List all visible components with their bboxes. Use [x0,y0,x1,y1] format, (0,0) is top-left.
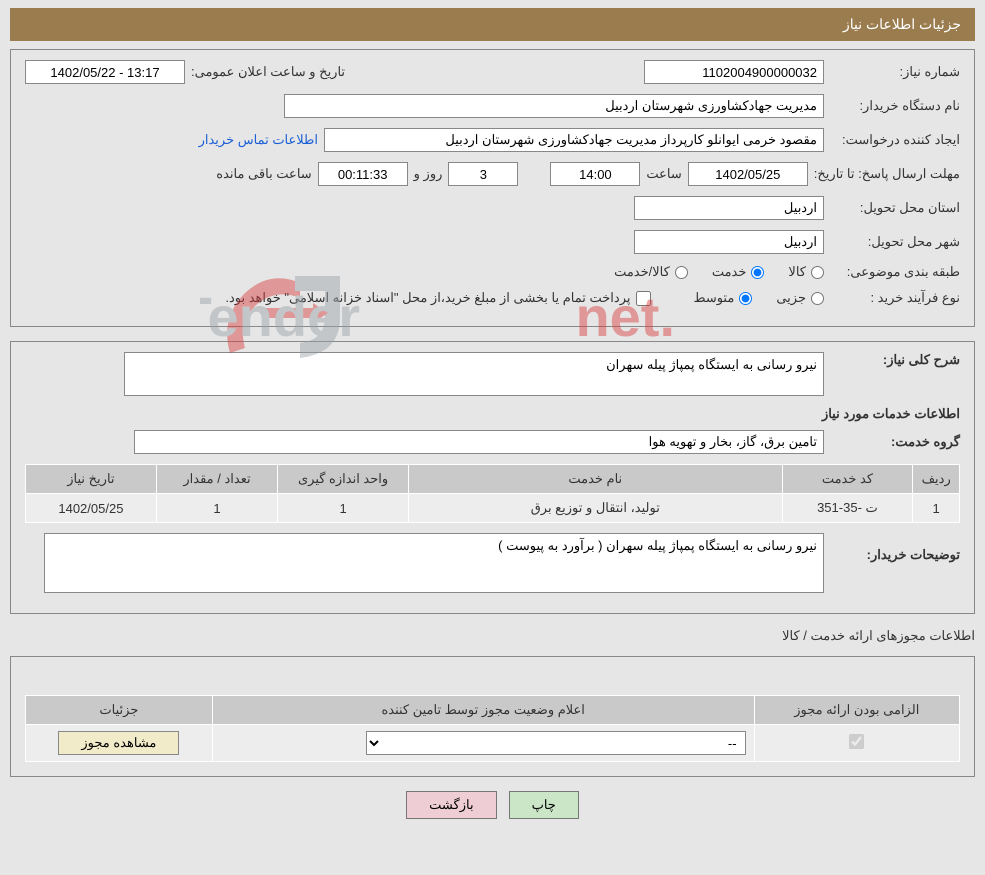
textarea-general-desc[interactable] [124,352,824,396]
table-header-cell: اعلام وضعیت مجوز توسط تامین کننده [212,696,754,725]
label-city: شهر محل تحویل: [830,234,960,250]
heading-services-info: اطلاعات خدمات مورد نیاز [25,406,960,422]
table-cell: تولید، انتقال و توزیع برق [408,494,782,523]
radio-service[interactable] [751,266,764,279]
label-service-group: گروه خدمت: [830,434,960,450]
table-header-cell: جزئیات [26,696,213,725]
label-remaining: ساعت باقی مانده [216,166,311,182]
label-announce: تاریخ و ساعت اعلان عمومی: [191,64,345,80]
input-days-remaining[interactable] [448,162,518,186]
label-requester: ایجاد کننده درخواست: [830,132,960,148]
table-row: -- مشاهده مجوز [26,725,960,762]
panel-service-details: شرح کلی نیاز: اطلاعات خدمات مورد نیاز گر… [10,341,975,614]
input-buyer-org[interactable] [284,94,824,118]
footer-buttons: چاپ بازگشت [10,791,975,819]
input-deadline-date[interactable] [688,162,808,186]
label-buyer-notes: توضیحات خریدار: [830,533,960,563]
input-need-no[interactable] [644,60,824,84]
checkbox-license-required [849,734,864,749]
radio-goods-service[interactable] [675,266,688,279]
radio-process-small-label: جزیی [776,290,806,306]
btn-print[interactable]: چاپ [509,791,579,819]
input-service-group[interactable] [134,430,824,454]
table-cell: 1 [913,494,960,523]
btn-back[interactable]: بازگشت [406,791,496,819]
page-title-text: جزئیات اطلاعات نیاز [843,16,961,32]
label-buyer-org: نام دستگاه خریدار: [830,98,960,114]
label-category: طبقه بندی موضوعی: [830,264,960,280]
table-header-cell: واحد اندازه گیری [278,465,409,494]
table-header-cell: نام خدمت [408,465,782,494]
btn-view-license[interactable]: مشاهده مجوز [58,731,179,755]
table-row: 1ت -35-351تولید، انتقال و توزیع برق11140… [26,494,960,523]
table-body: 1ت -35-351تولید، انتقال و توزیع برق11140… [26,494,960,523]
label-payment-note: پرداخت تمام یا بخشی از مبلغ خرید،از محل … [225,290,630,306]
radio-goods[interactable] [811,266,824,279]
input-announce[interactable] [25,60,185,84]
label-day-word: روز و [414,166,443,182]
panel-licenses: الزامی بودن ارائه مجوزاعلام وضعیت مجوز ت… [10,656,975,777]
radio-process-medium-label: متوسط [693,290,734,306]
input-city[interactable] [634,230,824,254]
table-header-row: ردیفکد خدمتنام خدمتواحد اندازه گیریتعداد… [26,465,960,494]
input-requester[interactable] [324,128,824,152]
radio-service-label: خدمت [712,264,747,280]
input-province[interactable] [634,196,824,220]
table-header-cell: تعداد / مقدار [156,465,277,494]
table-cell: 1 [156,494,277,523]
select-license-status[interactable]: -- [366,731,746,755]
table-cell: 1402/05/25 [26,494,157,523]
panel-need-info: شماره نیاز: تاریخ و ساعت اعلان عمومی: نا… [10,49,975,327]
input-deadline-hour[interactable] [550,162,640,186]
radio-process-medium[interactable] [739,292,752,305]
checkbox-treasury[interactable] [636,291,651,306]
heading-license-section: اطلاعات مجوزهای ارائه خدمت / کالا [10,628,975,644]
table-cell: 1 [278,494,409,523]
link-buyer-contact[interactable]: اطلاعات تماس خریدار [199,132,318,148]
label-deadline: مهلت ارسال پاسخ: تا تاریخ: [814,166,960,182]
table-header-cell: ردیف [913,465,960,494]
table2-header-row: الزامی بودن ارائه مجوزاعلام وضعیت مجوز ت… [26,696,960,725]
textarea-buyer-notes[interactable] [44,533,824,593]
label-hour: ساعت [646,166,681,182]
label-need-no: شماره نیاز: [830,64,960,80]
table-cell: ت -35-351 [782,494,913,523]
radio-goods-label: کالا [788,264,806,280]
radio-goods-service-label: کالا/خدمت [614,264,670,280]
table-services: ردیفکد خدمتنام خدمتواحد اندازه گیریتعداد… [25,464,960,523]
table-header-cell: کد خدمت [782,465,913,494]
table-header-cell: تاریخ نیاز [26,465,157,494]
table-header-cell: الزامی بودن ارائه مجوز [754,696,959,725]
page-title-bar: جزئیات اطلاعات نیاز [10,8,975,41]
input-countdown[interactable] [318,162,408,186]
label-province: استان محل تحویل: [830,200,960,216]
label-general-desc: شرح کلی نیاز: [830,352,960,368]
label-process: نوع فرآیند خرید : [830,290,960,306]
table-licenses: الزامی بودن ارائه مجوزاعلام وضعیت مجوز ت… [25,695,960,762]
radio-process-small[interactable] [811,292,824,305]
